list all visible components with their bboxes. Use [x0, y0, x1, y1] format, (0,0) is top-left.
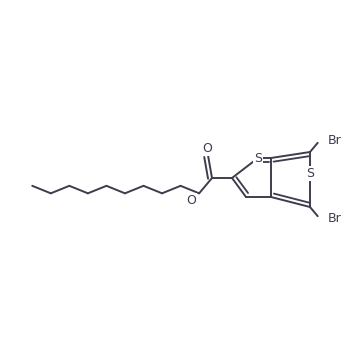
Text: S: S — [254, 152, 262, 165]
Text: Br: Br — [328, 134, 342, 147]
Text: O: O — [186, 194, 196, 207]
Text: S: S — [306, 166, 314, 180]
Text: Br: Br — [328, 212, 342, 225]
Text: O: O — [202, 142, 212, 155]
